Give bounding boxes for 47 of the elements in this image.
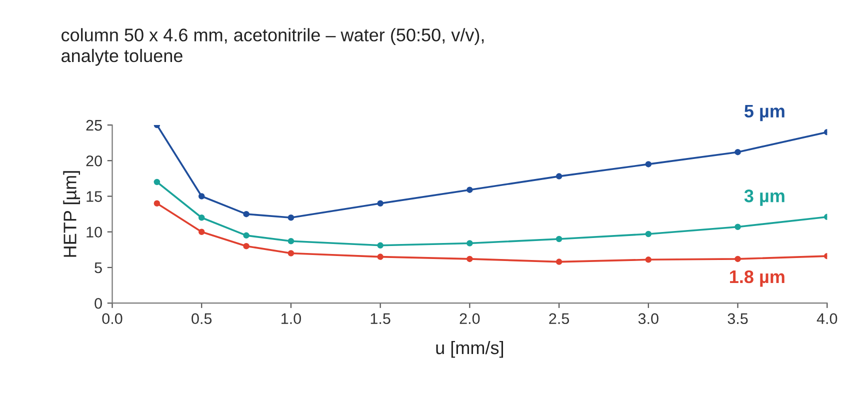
y-tick-label: 15	[86, 191, 102, 202]
point	[466, 186, 473, 193]
series-label: 3 µm	[744, 190, 784, 206]
point	[734, 224, 741, 230]
point	[645, 256, 652, 263]
point	[645, 230, 652, 238]
point	[288, 214, 294, 221]
x-tick-label: 2.0	[460, 313, 480, 324]
point	[198, 214, 205, 221]
point	[377, 200, 384, 207]
point	[198, 193, 205, 200]
point	[243, 232, 250, 239]
point	[288, 250, 294, 256]
point	[198, 228, 205, 235]
point	[645, 161, 652, 168]
y-axis-title: HETP [µm]	[63, 171, 80, 257]
series-label: 5 µm	[744, 104, 784, 122]
y-tick-label: 5	[94, 262, 102, 274]
point	[466, 256, 473, 262]
chart-title: column 50 x 4.6 mm, acetonitrile – water (50:50, v/v), analyte toluene	[62, 28, 484, 66]
point	[288, 238, 294, 244]
point	[556, 173, 562, 180]
x-tick-label: 3.0	[638, 313, 658, 324]
y-tick-label: 10	[86, 226, 102, 238]
point	[734, 148, 741, 156]
x-tick-label: 3.5	[728, 313, 748, 324]
y-tick-label: 20	[86, 156, 102, 166]
point	[377, 254, 384, 260]
y-tick-label: 0	[94, 298, 102, 309]
point	[243, 242, 250, 250]
x-tick-label: 0.5	[192, 313, 212, 324]
x-tick-label: 0.0	[102, 313, 122, 324]
point	[243, 210, 250, 218]
point	[734, 256, 741, 262]
x-axis-title: u [mm/s]	[436, 340, 504, 358]
point	[556, 258, 562, 265]
point	[154, 200, 160, 207]
x-tick-label: 2.5	[549, 313, 570, 324]
x-tick-label: 4.0	[816, 313, 838, 324]
point	[377, 242, 384, 249]
series-label: 1.8 µm	[730, 270, 784, 287]
point	[466, 240, 473, 246]
x-tick-label: 1.5	[370, 313, 390, 324]
y-tick-label: 25	[86, 120, 102, 131]
point	[556, 236, 562, 242]
point	[154, 178, 160, 186]
x-tick-label: 1.0	[282, 313, 301, 324]
